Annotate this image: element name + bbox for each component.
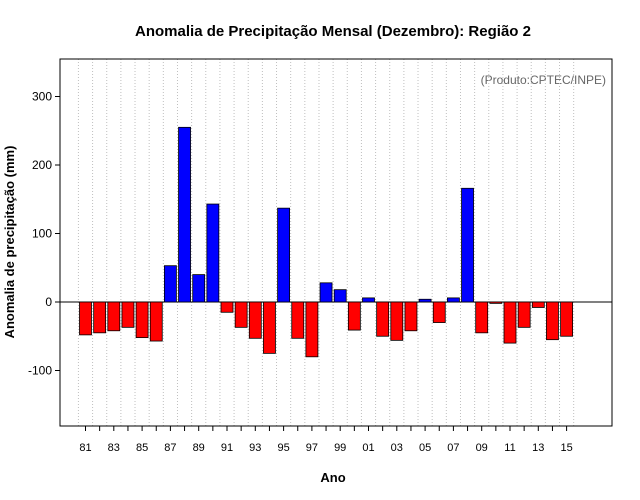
bar-90 <box>206 203 220 303</box>
y-tick-label: 300 <box>32 90 52 104</box>
bar-10 <box>489 301 503 304</box>
bar-07 <box>446 297 460 303</box>
bar-92 <box>234 301 248 328</box>
chart-title: Anomalia de Precipitação Mensal (Dezembr… <box>135 23 531 40</box>
x-tick-label: 93 <box>249 442 261 454</box>
bar-88 <box>178 126 191 303</box>
bar-05 <box>418 298 432 303</box>
bar-85 <box>135 301 149 339</box>
chart-credit: (Produto:CPTEC/INPE) <box>481 73 606 87</box>
x-tick-label: 03 <box>391 442 403 454</box>
bar-89 <box>192 274 206 303</box>
bar-04 <box>404 301 418 332</box>
bar-86 <box>149 301 163 342</box>
x-tick-label: 87 <box>164 442 176 454</box>
x-tick-label: 85 <box>136 442 148 454</box>
x-tick-label: 11 <box>504 442 515 454</box>
bar-96 <box>291 301 305 339</box>
bar-11 <box>503 301 517 344</box>
x-tick-label: 07 <box>447 442 459 454</box>
y-tick-label: 100 <box>32 227 52 241</box>
bar-14 <box>546 301 559 341</box>
bar-81 <box>79 301 92 336</box>
bar-99 <box>333 289 347 303</box>
bar-98 <box>319 282 333 303</box>
x-tick-label: 89 <box>193 442 205 454</box>
x-tick-label: 15 <box>560 442 572 454</box>
x-tick-label: 09 <box>476 442 488 454</box>
x-tick-label: 91 <box>221 442 233 454</box>
bar-91 <box>220 301 234 313</box>
x-tick-label: 05 <box>419 442 431 454</box>
bar-84 <box>121 301 135 328</box>
x-tick-label: 97 <box>306 442 318 454</box>
plot-frame <box>59 58 613 427</box>
bar-06 <box>432 301 446 323</box>
x-tick-label: 83 <box>108 442 120 454</box>
x-tick-label: 01 <box>362 442 374 454</box>
y-tick-label: 0 <box>45 295 52 309</box>
x-axis-title: Ano <box>320 470 345 485</box>
x-axis: 81 83 85 87 89 91 93 95 97 99 01 03 05 07 09 11 13 15 <box>79 426 573 454</box>
y-tick-label: -100 <box>28 364 52 378</box>
bar-15 <box>560 301 573 337</box>
x-tick-label: 99 <box>334 442 346 454</box>
bar-93 <box>248 301 262 339</box>
bar-00 <box>347 301 361 331</box>
bar-82 <box>93 301 107 334</box>
bar-83 <box>107 301 121 332</box>
x-tick-label: 13 <box>532 442 544 454</box>
bar-09 <box>475 301 489 334</box>
bar-97 <box>305 301 319 358</box>
bar-94 <box>263 301 276 354</box>
bar-95 <box>277 207 291 303</box>
y-axis-title: Anomalia de precipitação (mm) <box>2 146 17 339</box>
x-tick-label: 95 <box>277 442 289 454</box>
bar-02 <box>376 301 390 337</box>
x-tick-label: 81 <box>79 442 91 454</box>
bar-12 <box>517 301 531 328</box>
bar-08 <box>461 187 474 303</box>
grid <box>77 59 575 426</box>
bar-03 <box>390 301 404 341</box>
bar-87 <box>163 265 177 303</box>
bar-01 <box>362 297 375 303</box>
y-tick-label: 200 <box>32 158 52 172</box>
bar-13 <box>531 301 545 308</box>
y-axis: -100 0 100 200 300 <box>28 90 60 378</box>
bars <box>79 126 573 358</box>
